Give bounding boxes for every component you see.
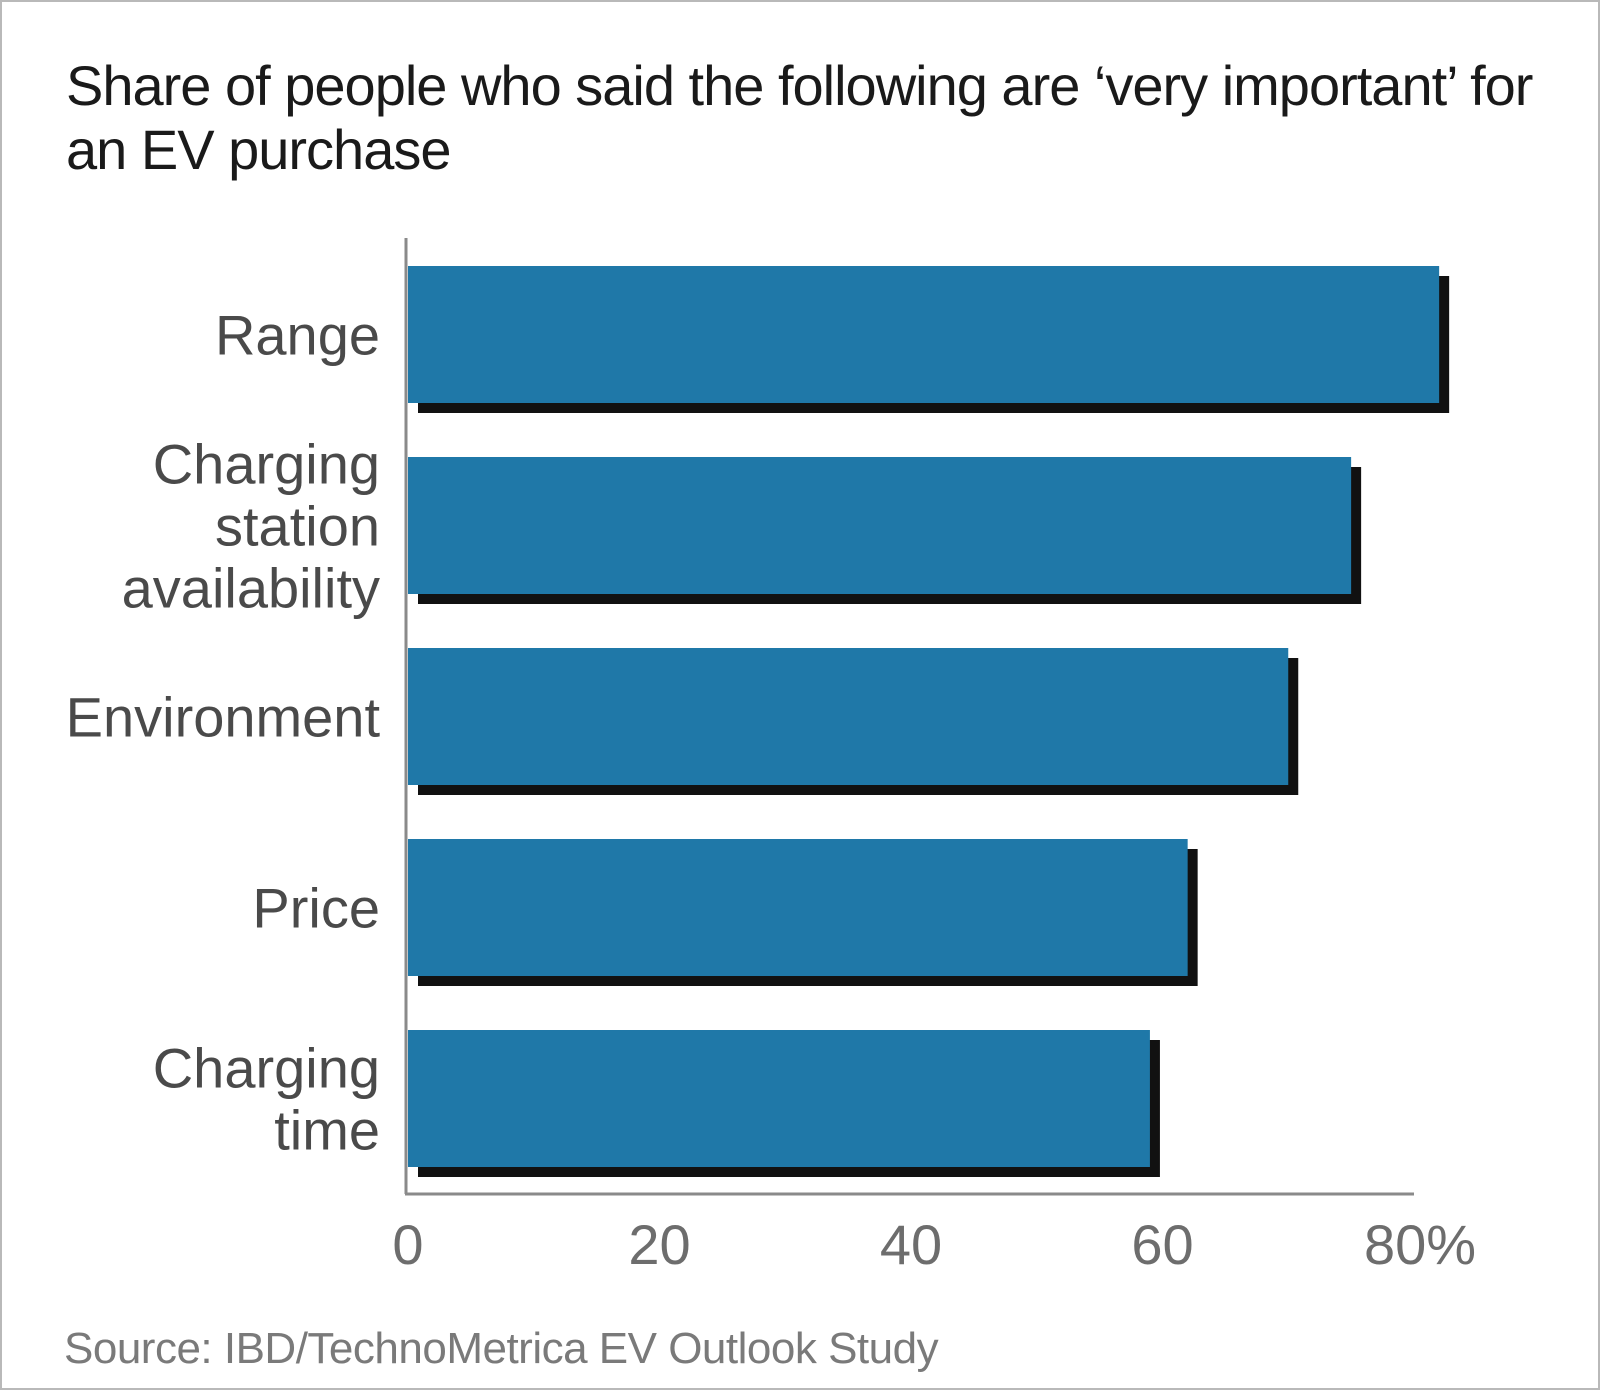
category-label-4-1: time <box>274 1099 380 1162</box>
x-tick-label-4: 80% <box>1364 1213 1476 1276</box>
x-tick-label-3: 60 <box>1131 1213 1193 1276</box>
category-label-1-2: availability <box>122 557 380 620</box>
category-label-4-0: Charging <box>153 1037 380 1100</box>
bar-3 <box>408 839 1188 976</box>
bar-2 <box>408 648 1289 785</box>
bar-1 <box>408 457 1352 594</box>
x-tick-label-0: 0 <box>392 1213 423 1276</box>
x-tick-label-1: 20 <box>628 1213 690 1276</box>
bar-0 <box>408 266 1440 403</box>
x-tick-label-2: 40 <box>880 1213 942 1276</box>
category-label-3-0: Price <box>252 877 380 940</box>
category-label-1-0: Charging <box>153 433 380 496</box>
chart-title: Share of people who said the following a… <box>66 54 1533 181</box>
source-note: Source: IBD/TechnoMetrica EV Outlook Stu… <box>64 1324 939 1373</box>
category-label-1-1: station <box>215 495 380 558</box>
category-label-2-0: Environment <box>66 686 381 749</box>
category-label-0-0: Range <box>215 304 380 367</box>
bar-4 <box>408 1030 1150 1167</box>
